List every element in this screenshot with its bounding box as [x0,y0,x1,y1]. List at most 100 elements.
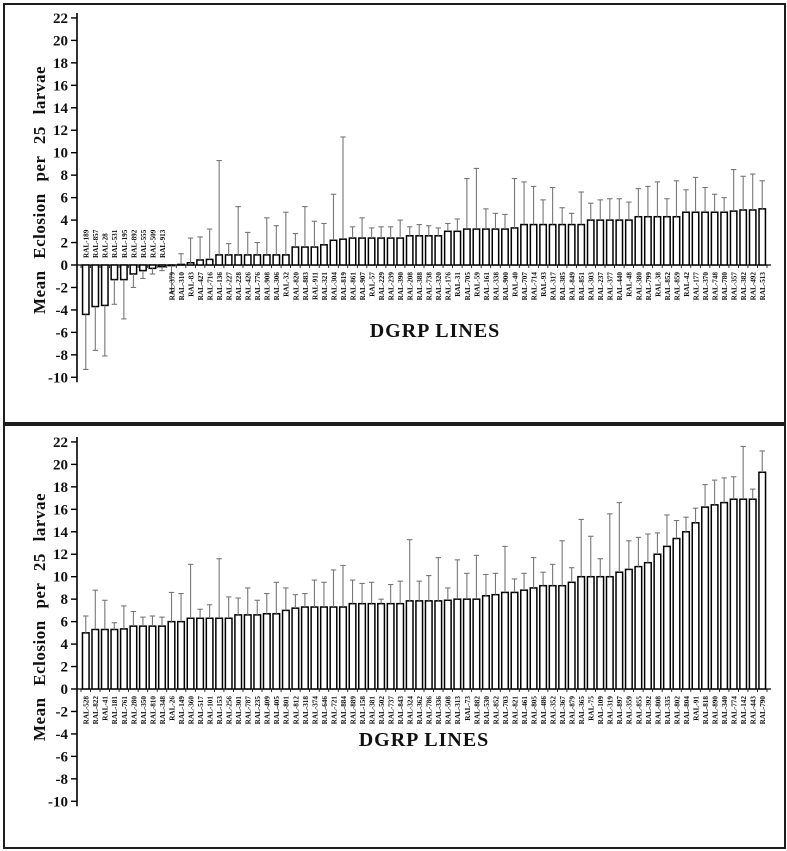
y-tick-label: 12 [53,547,68,563]
category-label: RAL-859 [673,272,681,301]
bar [424,600,433,690]
bar [605,219,614,266]
category-label: RAL-703 [502,696,510,725]
bar [434,600,443,690]
y-tick-label: 14 [53,101,69,117]
bar [720,211,729,266]
category-label: RAL-913 [159,229,167,258]
bar [481,228,490,266]
bar [129,264,138,275]
bar [405,600,414,690]
y-tick-label: -8 [56,348,69,364]
bar [453,598,462,690]
category-label: RAL-26 [168,696,176,721]
y-tick-label: -4 [56,727,69,743]
bar [81,632,90,690]
category-label: RAL-256 [226,696,234,725]
bar [281,609,290,690]
y-tick-label: -10 [48,794,68,810]
x-axis-title: DGRP LINES [358,729,490,751]
category-label: RAL-374 [311,696,319,725]
category-label: RAL-348 [159,696,167,725]
category-label: RAL-280 [130,696,138,725]
category-label: RAL-513 [759,272,767,301]
bar [310,246,319,266]
bar [138,625,147,690]
bar [129,625,138,690]
category-label: RAL-161 [483,272,491,301]
bar [329,606,338,690]
bar [567,581,576,690]
bar [176,620,186,690]
category-label: RAL-59 [473,272,481,297]
category-label: RAL-802 [673,696,681,725]
bar [720,501,729,690]
top-chart-panel: Mean Eclosion per 25 larvae 22 20 18 16 14 12… [3,3,786,424]
bar [586,575,595,690]
y-tick-label: 10 [53,570,68,586]
bar [224,254,233,266]
category-label: RAL-409 [264,696,272,725]
category-label: RAL-321 [321,272,329,301]
bar [681,531,691,690]
bar [386,602,395,690]
bar [462,228,471,266]
bar [215,254,224,266]
category-label: RAL-721 [330,696,338,725]
category-label: RAL-774 [731,696,739,725]
bar [91,628,100,690]
bar [196,617,205,690]
bar [691,211,700,266]
bar [739,498,748,690]
category-label: RAL-819 [340,272,348,301]
bar [415,600,424,690]
category-label: RAL-48 [626,272,634,297]
category-label: RAL-776 [254,272,262,301]
bar [567,223,576,266]
bar [224,617,233,690]
bar [748,498,757,690]
category-label: RAL-843 [397,696,405,725]
category-label: RAL-301 [235,696,243,725]
bar [205,258,214,266]
bar [682,211,690,266]
bar [634,215,643,266]
bar [558,223,567,266]
bar [634,565,643,690]
category-label: RAL-357 [731,272,739,301]
category-label: RAL-377 [607,272,615,301]
y-tick-label: 2 [61,660,69,676]
bar [100,264,109,307]
bar [177,263,185,266]
category-label: RAL-530 [483,696,491,725]
y-tick-label: 8 [61,168,69,184]
category-label: RAL-227 [226,272,234,301]
y-tick-label: 8 [61,592,69,608]
category-label: RAL-461 [521,696,529,725]
bar [701,211,710,266]
bar [319,606,329,690]
bar [253,614,262,690]
category-label: RAL-799 [645,272,653,301]
category-label: RAL-317 [550,272,558,301]
category-label: RAL-884 [340,696,348,725]
bar [300,606,309,690]
y-tick-label: 0 [61,258,69,274]
bar [643,561,652,690]
category-label: RAL-804 [683,696,691,725]
bar [157,625,167,690]
bar [148,625,157,690]
bar [272,613,281,690]
y-tick-label: 0 [61,682,69,698]
bar [186,262,195,266]
category-label: RAL-367 [559,696,567,725]
bar [272,254,281,266]
category-label: RAL-855 [635,696,643,725]
bar [91,264,100,308]
category-label: RAL-335 [664,696,672,725]
category-label: RAL-101 [207,696,215,725]
category-label: RAL-528 [83,696,91,725]
category-label: RAL-857 [92,229,100,258]
bar [110,628,119,690]
